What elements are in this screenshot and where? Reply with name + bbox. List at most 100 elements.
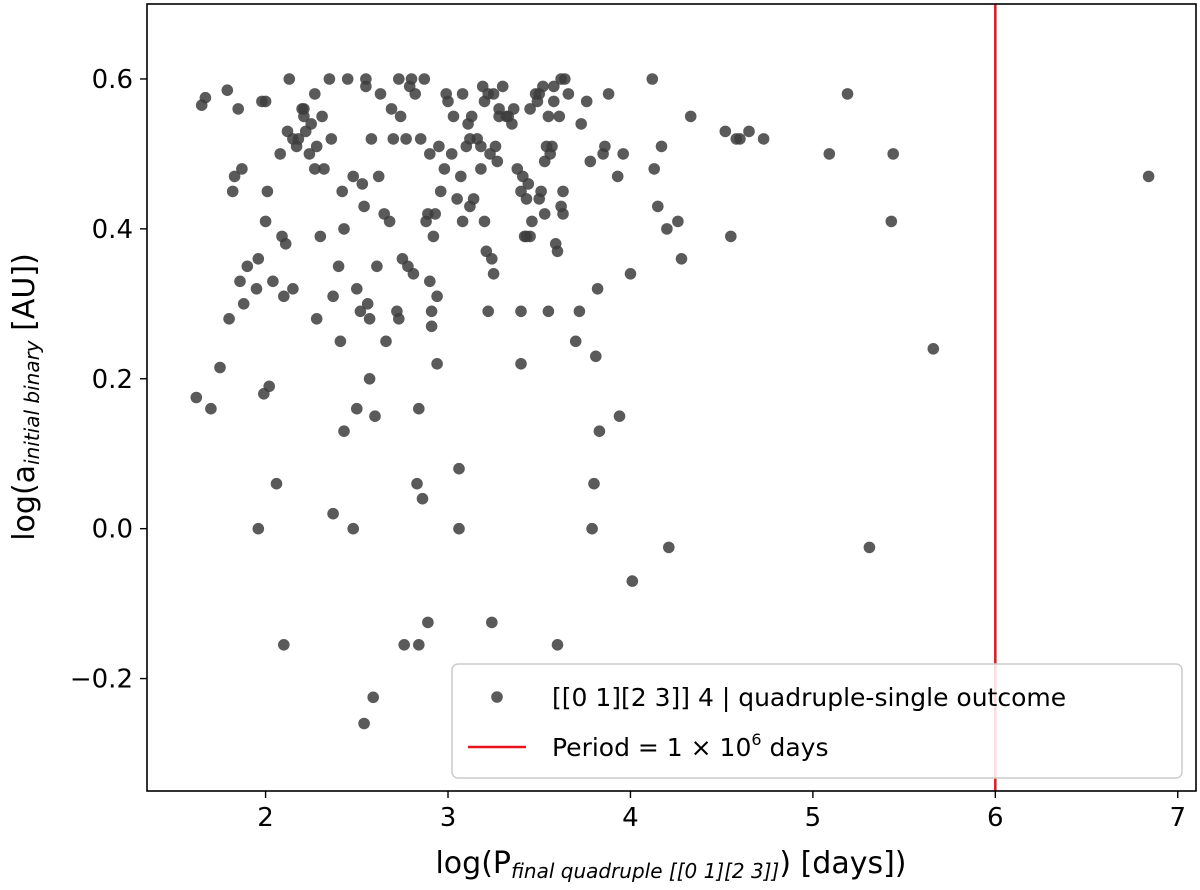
- legend: [[0 1][2 3]] 4 | quadruple-single outcom…: [451, 663, 1183, 779]
- data-point-41: [305, 118, 318, 130]
- x-tick-label: 7: [1169, 803, 1186, 833]
- data-point-222: [743, 125, 755, 138]
- y-axis-ticks: −0.2 0.0 0.2 0.4 0.6: [70, 65, 147, 695]
- data-point-198: [590, 350, 602, 363]
- data-point-164: [524, 230, 536, 243]
- data-point-22: [263, 380, 276, 393]
- data-point-194: [580, 95, 593, 108]
- data-point-47: [316, 110, 328, 123]
- data-point-25: [274, 148, 287, 160]
- data-point-53: [332, 260, 345, 273]
- data-point-50: [325, 133, 338, 145]
- data-point-8: [228, 170, 241, 183]
- data-point-183: [551, 639, 564, 651]
- data-point-82: [387, 133, 400, 145]
- data-point-161: [520, 193, 533, 205]
- data-point-199: [591, 283, 604, 295]
- data-point-141: [486, 252, 498, 265]
- data-point-188: [557, 185, 569, 198]
- data-point-192: [573, 305, 586, 318]
- x-tick-label: 3: [440, 803, 457, 833]
- data-point-214: [663, 541, 675, 554]
- data-point-45: [310, 140, 323, 153]
- data-point-144: [487, 88, 500, 100]
- data-point-196: [586, 522, 598, 535]
- data-point-143: [487, 268, 500, 280]
- data-point-139: [482, 305, 495, 318]
- data-point-228: [887, 148, 899, 160]
- data-point-52: [327, 507, 339, 520]
- data-point-148: [493, 103, 505, 115]
- data-point-96: [413, 402, 425, 415]
- data-point-132: [475, 140, 487, 153]
- y-tick-label: 0.2: [92, 365, 133, 395]
- data-point-0: [190, 391, 203, 404]
- data-point-24: [270, 477, 283, 490]
- data-point-92: [405, 73, 418, 85]
- data-point-89: [400, 133, 412, 145]
- data-point-104: [424, 275, 436, 288]
- data-point-99: [416, 492, 429, 505]
- data-point-85: [393, 73, 405, 85]
- data-point-113: [434, 185, 447, 198]
- data-point-65: [358, 200, 370, 213]
- data-point-207: [624, 268, 637, 280]
- data-point-119: [451, 193, 463, 205]
- data-point-15: [252, 252, 265, 265]
- data-point-23: [267, 275, 279, 288]
- data-point-149: [496, 80, 509, 93]
- data-point-124: [456, 215, 469, 228]
- data-point-88: [398, 639, 411, 651]
- data-point-162: [522, 178, 535, 190]
- data-point-153: [507, 103, 520, 115]
- data-point-187: [557, 208, 569, 220]
- y-axis-label: log(ainitial binary [AU]): [7, 253, 44, 541]
- data-point-190: [562, 88, 575, 100]
- data-point-142: [486, 616, 498, 629]
- data-point-202: [599, 140, 611, 153]
- legend-label-scatter: [[0 1][2 3]] 4 | quadruple-single outcom…: [552, 683, 1066, 712]
- data-point-109: [429, 208, 442, 220]
- data-point-2: [199, 91, 212, 104]
- data-point-230: [1142, 170, 1155, 183]
- data-point-61: [351, 402, 363, 415]
- data-point-13: [241, 260, 254, 273]
- data-point-100: [418, 73, 431, 85]
- data-point-80: [383, 215, 396, 228]
- data-point-223: [757, 133, 770, 145]
- data-point-226: [863, 541, 876, 554]
- data-point-191: [569, 335, 582, 348]
- legend-box: [451, 663, 1183, 779]
- data-point-84: [393, 313, 405, 325]
- y-tick-label: −0.2: [70, 665, 133, 695]
- data-point-98: [414, 133, 427, 145]
- data-point-156: [515, 358, 527, 370]
- data-point-79: [380, 335, 392, 348]
- data-point-12: [237, 298, 250, 310]
- data-point-97: [413, 639, 425, 651]
- data-point-60: [347, 522, 360, 535]
- scatter-points: [190, 73, 1155, 730]
- legend-label-period: Period = 1 × 106 days: [552, 730, 829, 762]
- data-point-218: [719, 125, 732, 138]
- data-point-217: [684, 110, 697, 123]
- data-point-110: [431, 290, 443, 303]
- data-point-63: [354, 305, 367, 318]
- data-point-48: [318, 163, 330, 175]
- data-point-94: [409, 88, 422, 100]
- data-point-121: [453, 522, 465, 535]
- data-point-40: [303, 148, 316, 160]
- data-point-54: [334, 335, 347, 348]
- data-point-75: [371, 260, 383, 273]
- data-point-27: [278, 290, 290, 303]
- data-point-197: [588, 477, 600, 490]
- data-point-193: [575, 118, 587, 130]
- data-point-62: [351, 283, 363, 295]
- data-point-74: [369, 410, 381, 423]
- data-point-68: [360, 80, 372, 93]
- data-point-57: [338, 425, 350, 438]
- data-point-46: [314, 230, 327, 243]
- data-point-184: [553, 110, 566, 123]
- data-point-163: [524, 103, 536, 115]
